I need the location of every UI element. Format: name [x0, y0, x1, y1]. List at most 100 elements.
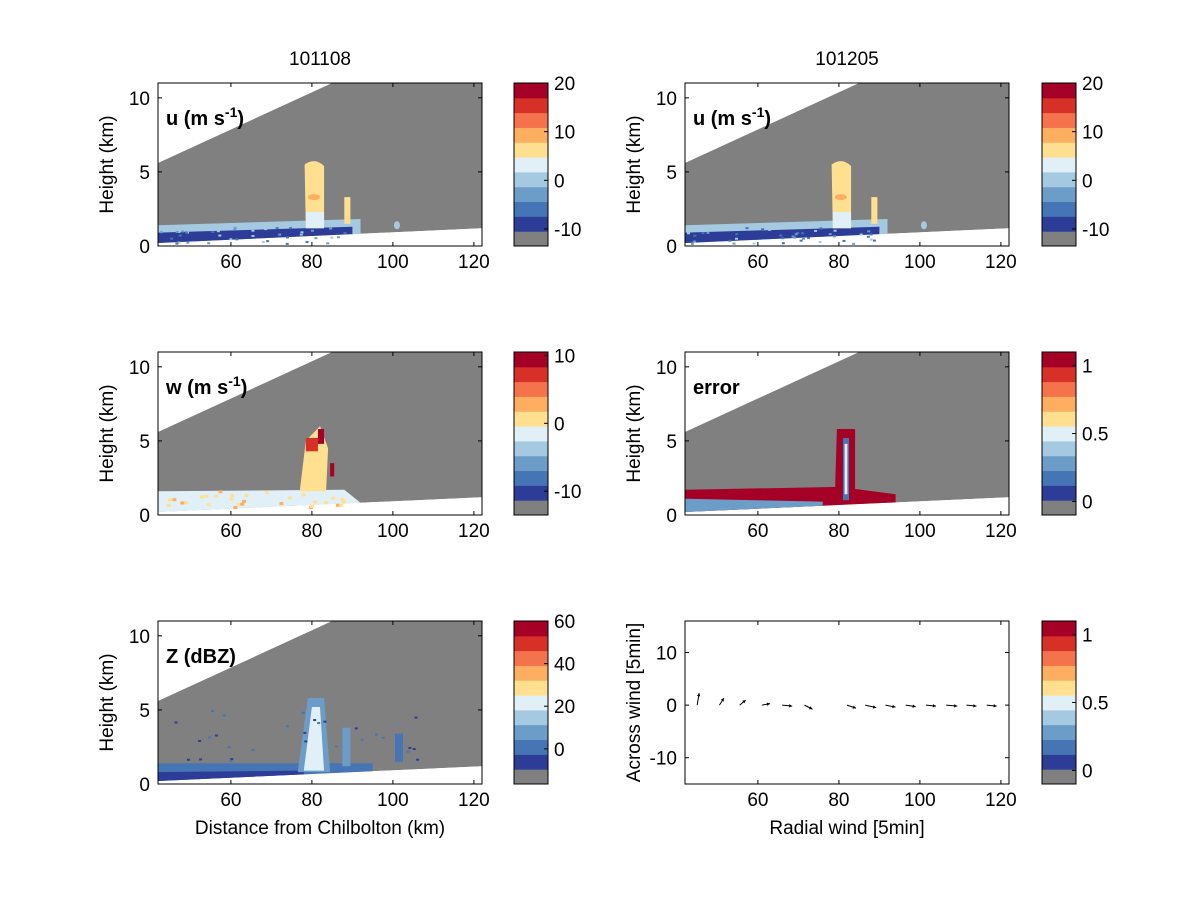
y-tick-label: 10: [129, 627, 150, 648]
plot-area: [158, 621, 482, 784]
speckle: [728, 239, 732, 242]
speckle: [175, 230, 179, 233]
speckle: [207, 736, 211, 739]
speckle: [317, 722, 321, 725]
speckle: [207, 503, 212, 507]
colorbar-segment: [1042, 470, 1076, 486]
speckle: [745, 227, 749, 230]
colorbar-segment: [514, 635, 548, 652]
colorbar-tick-label: 0: [554, 414, 565, 435]
colorbar-tick-label: 10: [554, 123, 575, 144]
boundary-layer-core: [158, 226, 353, 244]
colorbar-segment: [1042, 724, 1076, 741]
y-axis-label: Height (km): [97, 653, 118, 751]
colorbar-segment: [1042, 621, 1076, 637]
speckle: [180, 501, 185, 505]
x-tick-label: 100: [904, 252, 936, 273]
speckle: [335, 745, 339, 748]
y-tick-label: 0: [139, 237, 150, 258]
wind-vector: [986, 704, 997, 708]
wind-vectors: [696, 693, 997, 710]
colorbar-segment: [514, 680, 548, 696]
speckle: [285, 242, 289, 245]
colorbar-segment: [514, 83, 548, 99]
x-tick-label: 80: [301, 252, 322, 273]
colorbar-segment: [514, 366, 548, 383]
column-title: 101205: [815, 49, 878, 70]
y-tick-label: 10: [656, 644, 677, 665]
x-tick-label: 100: [377, 252, 409, 273]
colorbar-segment: [514, 426, 548, 442]
y-tick-label: 10: [656, 89, 677, 110]
y-tick-label: 5: [666, 163, 677, 184]
speckle: [233, 228, 237, 231]
speckle: [214, 494, 219, 498]
speckle: [166, 503, 171, 507]
column-title: 101108: [289, 49, 351, 70]
speckle: [279, 502, 284, 506]
speckle: [818, 240, 822, 243]
secondary-cell: [344, 197, 351, 224]
cell-base: [305, 211, 325, 229]
wind-vector: [966, 704, 977, 708]
speckle: [309, 504, 314, 508]
colorbar-tick-label: 0: [554, 740, 565, 761]
speckle: [872, 239, 876, 242]
colorbar-segment: [1042, 231, 1076, 247]
colorbar-tick-label: -10: [554, 220, 581, 241]
speckle: [261, 241, 265, 244]
speckle: [342, 500, 347, 504]
speckle: [375, 733, 379, 736]
speckle: [336, 236, 340, 239]
ground-region: [158, 497, 482, 515]
colorbar-frame: [1041, 82, 1077, 247]
axes-frame: [684, 351, 1010, 516]
axes-frame: [157, 82, 483, 247]
colorbar-segment: [1042, 426, 1076, 442]
colorbar-segment: [514, 769, 548, 785]
colorbar-segment: [514, 352, 548, 368]
speckle: [701, 232, 705, 235]
speckle: [278, 233, 282, 236]
colorbar-segment: [514, 97, 548, 114]
ground-region: [158, 228, 482, 246]
speckle: [229, 238, 233, 241]
speckle: [793, 236, 797, 239]
panel-5: 60 80 100 120 0 5 10 Height (km) Distance from C…: [97, 612, 575, 839]
speckle: [170, 237, 174, 240]
boundary-layer-core: [158, 770, 304, 782]
colorbar-segment: [1042, 381, 1076, 397]
y-tick-label: 5: [139, 163, 150, 184]
colorbar-segment: [1042, 709, 1076, 726]
speckle: [842, 239, 846, 242]
colorbar-segment: [1042, 411, 1076, 427]
small-cell: [920, 221, 927, 230]
speckle: [211, 710, 215, 713]
colorbar-segment: [514, 754, 548, 770]
colorbar-segment: [1042, 127, 1076, 143]
y-axis-label: Across wind [5min]: [624, 623, 645, 782]
speckle: [186, 241, 190, 244]
speckle: [335, 503, 340, 507]
y-tick-label: 10: [129, 358, 150, 379]
colorbar: 10.50: [1041, 351, 1108, 516]
wind-vector: [925, 704, 937, 708]
speckle: [833, 229, 837, 232]
speckle: [218, 490, 223, 494]
wind-vector: [865, 704, 877, 709]
y-tick-label: 0: [666, 696, 677, 717]
colorbar-tick-label: -10: [1082, 220, 1109, 241]
ground-region: [685, 228, 1009, 246]
x-tick-label: 120: [985, 790, 1017, 811]
wind-vector: [719, 697, 725, 706]
wind-vector: [696, 693, 701, 706]
speckle: [814, 229, 818, 232]
colorbar-segment: [1042, 739, 1076, 755]
speckle: [178, 234, 182, 237]
colorbar: 10 0 -10: [513, 346, 581, 516]
speckle: [406, 750, 410, 753]
colorbar-segment: [514, 231, 548, 247]
